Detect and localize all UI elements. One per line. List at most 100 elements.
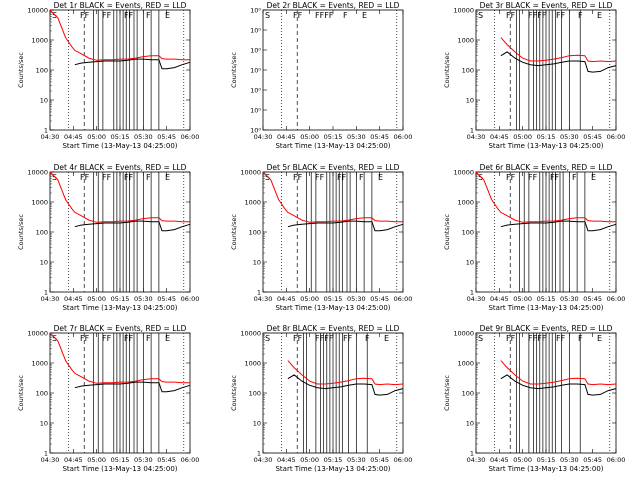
y-tick-label: 10⁰ bbox=[250, 47, 261, 55]
x-tick-label: 05:15 bbox=[111, 295, 130, 303]
panel-det-9: Det 9r BLACK = Events, RED = LLD 1 10 100 10… bbox=[443, 324, 625, 473]
flag-label: FF bbox=[528, 173, 538, 182]
x-tick-label: 05:30 bbox=[560, 295, 579, 303]
flag-label: FF bbox=[80, 11, 90, 20]
flag-label: E bbox=[597, 334, 602, 343]
panel-det-7: Det 7r BLACK = Events, RED = LLD 1 10 100 10… bbox=[17, 324, 199, 473]
flag-label: FF bbox=[337, 173, 347, 182]
flag-markers: S FF FFFF FF F E bbox=[478, 11, 602, 20]
x-tick-label: 04:30 bbox=[41, 295, 60, 303]
flag-label: S bbox=[265, 11, 270, 20]
lld-series-line bbox=[287, 360, 404, 386]
y-tick-label: 10000 bbox=[27, 7, 48, 15]
flag-label: E bbox=[597, 11, 602, 20]
y-tick-label: 1000 bbox=[31, 199, 48, 207]
flag-label: S bbox=[265, 173, 270, 182]
x-axis: 04:30 04:45 05:00 05:15 05:30 05:45 06:00 Start… bbox=[467, 10, 626, 150]
x-tick-label: 05:00 bbox=[300, 133, 319, 141]
x-tick-label: 04:30 bbox=[254, 456, 273, 464]
panel-det-3: Det 3r BLACK = Events, RED = LLD 1 10 100 10… bbox=[443, 1, 625, 150]
x-tick-label: 06:00 bbox=[607, 133, 626, 141]
x-tick-label: 05:30 bbox=[560, 133, 579, 141]
plot-frame bbox=[262, 9, 404, 131]
x-axis-label: Start Time (13-May-13 04:25:00) bbox=[488, 304, 603, 312]
y-tick-label: 10⁰ bbox=[250, 27, 261, 35]
panel-title: Det 6r BLACK = Events, RED = LLD bbox=[480, 163, 613, 172]
y-tick-label: 10000 bbox=[27, 330, 48, 338]
flag-label: S bbox=[478, 334, 483, 343]
flag-label: FF bbox=[343, 334, 353, 343]
events-series-line bbox=[500, 220, 617, 232]
flag-label: E bbox=[165, 11, 170, 20]
flag-label: FFFF bbox=[528, 11, 547, 20]
y-axis-label: Counts/sec bbox=[443, 52, 451, 88]
flag-label: E bbox=[165, 173, 170, 182]
events-series-line bbox=[287, 220, 404, 232]
flag-label: S bbox=[52, 173, 57, 182]
y-axis-label: Counts/sec bbox=[17, 52, 25, 88]
flag-label: S bbox=[52, 11, 57, 20]
x-tick-label: 05:00 bbox=[300, 456, 319, 464]
y-tick-label: 100 bbox=[36, 390, 48, 398]
y-tick-label: 100 bbox=[249, 390, 261, 398]
flag-label: F bbox=[578, 11, 583, 20]
lld-series-line bbox=[49, 9, 190, 61]
panel-det-6: Det 6r BLACK = Events, RED = LLD 1 10 100 10… bbox=[443, 163, 625, 312]
y-axis: 1 10 100 1000 10000 Counts/sec bbox=[443, 330, 616, 458]
y-tick-label: 1000 bbox=[31, 37, 48, 45]
x-axis-label: Start Time (13-May-13 04:25:00) bbox=[488, 465, 603, 473]
x-tick-label: 05:15 bbox=[111, 456, 130, 464]
y-tick-label: 10 bbox=[466, 259, 474, 267]
x-tick-label: 04:30 bbox=[467, 133, 486, 141]
x-axis: 04:30 04:45 05:00 05:15 05:30 05:45 06:00 Start… bbox=[41, 10, 199, 150]
events-series-line bbox=[500, 374, 617, 396]
flag-markers: S FF FFFF FF F E bbox=[478, 334, 602, 343]
x-tick-label: 05:45 bbox=[157, 456, 176, 464]
events-series-line bbox=[74, 220, 191, 232]
flag-label: FF bbox=[293, 173, 303, 182]
x-tick-label: 05:45 bbox=[583, 295, 602, 303]
y-tick-label: 1 bbox=[470, 127, 474, 135]
x-tick-label: 06:00 bbox=[181, 295, 200, 303]
panel-det-8: Det 8r BLACK = Events, RED = LLD 1 10 100 10… bbox=[230, 324, 412, 473]
panel-title: Det 5r BLACK = Events, RED = LLD bbox=[267, 163, 400, 172]
x-tick-label: 05:00 bbox=[300, 295, 319, 303]
y-tick-label: 10 bbox=[466, 97, 474, 105]
y-axis-label: Counts/sec bbox=[17, 375, 25, 411]
x-tick-label: 05:30 bbox=[134, 133, 153, 141]
flag-label: F bbox=[146, 173, 151, 182]
y-tick-label: 10⁰ bbox=[250, 127, 261, 135]
y-tick-label: 1 bbox=[257, 450, 261, 458]
y-axis-label: Counts/sec bbox=[443, 214, 451, 250]
flag-label: S bbox=[265, 334, 270, 343]
y-tick-label: 10000 bbox=[27, 169, 48, 177]
y-axis: 1 10 100 1000 10000 Counts/sec bbox=[443, 169, 616, 297]
y-tick-label: 100 bbox=[462, 229, 474, 237]
x-axis-label: Start Time (13-May-13 04:25:00) bbox=[275, 465, 390, 473]
lld-series-line bbox=[49, 332, 190, 384]
panel-det-1: Det 1r BLACK = Events, RED = LLD 1 10 100 10… bbox=[17, 1, 199, 150]
x-tick-label: 04:45 bbox=[490, 456, 509, 464]
y-tick-label: 1 bbox=[470, 450, 474, 458]
y-tick-label: 1000 bbox=[457, 199, 474, 207]
y-axis: 1 10 100 1000 10000 Counts/sec bbox=[230, 330, 403, 458]
x-axis-label: Start Time (13-May-13 04:25:00) bbox=[62, 304, 177, 312]
x-axis: 04:30 04:45 05:00 05:15 05:30 05:45 06:00 Start… bbox=[254, 10, 412, 150]
panel-title: Det 7r BLACK = Events, RED = LLD bbox=[54, 324, 187, 333]
panel-title: Det 2r BLACK = Events, RED = LLD bbox=[267, 1, 400, 10]
events-series-line bbox=[74, 381, 191, 393]
x-axis: 04:30 04:45 05:00 05:15 05:30 05:45 06:00 Start… bbox=[41, 333, 199, 473]
y-tick-label: 1 bbox=[257, 289, 261, 297]
x-tick-label: 04:45 bbox=[64, 456, 83, 464]
flag-label: FF bbox=[102, 173, 112, 182]
y-tick-label: 10000 bbox=[453, 7, 474, 15]
y-tick-label: 1 bbox=[44, 289, 48, 297]
x-tick-label: 05:00 bbox=[87, 456, 106, 464]
x-tick-label: 05:30 bbox=[347, 133, 366, 141]
x-tick-label: 04:45 bbox=[277, 456, 296, 464]
panel-title: Det 1r BLACK = Events, RED = LLD bbox=[54, 1, 187, 10]
flag-label: F bbox=[146, 11, 151, 20]
y-tick-label: 10 bbox=[466, 420, 474, 428]
